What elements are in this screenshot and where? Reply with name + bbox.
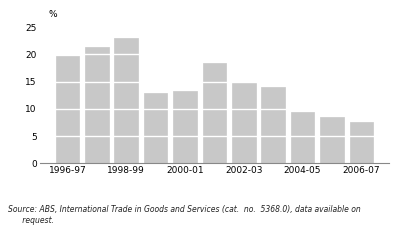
- Bar: [114, 38, 138, 163]
- Bar: [291, 112, 314, 163]
- Bar: [85, 47, 108, 163]
- Text: Source: ABS, International Trade in Goods and Services (cat.  no.  5368.0), data: Source: ABS, International Trade in Good…: [8, 205, 361, 225]
- Bar: [232, 82, 256, 163]
- Bar: [56, 56, 79, 163]
- Text: %: %: [48, 10, 57, 19]
- Bar: [262, 87, 285, 163]
- Bar: [320, 117, 344, 163]
- Bar: [202, 63, 226, 163]
- Bar: [350, 122, 373, 163]
- Bar: [173, 91, 197, 163]
- Bar: [144, 93, 167, 163]
